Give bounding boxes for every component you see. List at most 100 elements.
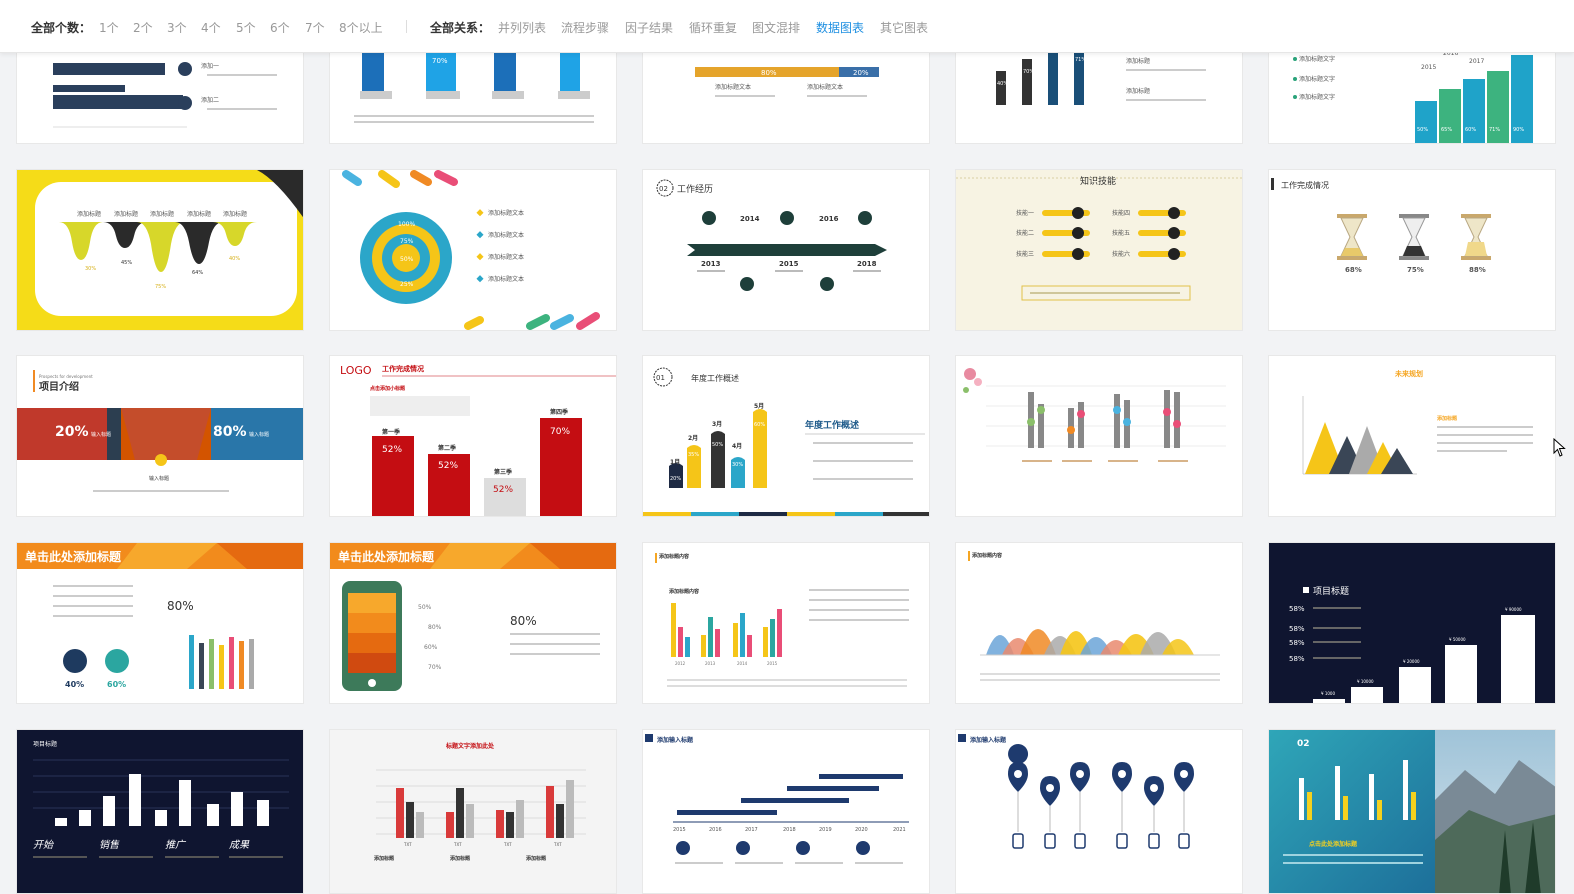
- template-card-flower-bars[interactable]: [955, 355, 1243, 517]
- c22-item-2: 添加标题文本: [488, 231, 524, 239]
- c24-l3: 技能三: [1016, 250, 1034, 258]
- template-card-yellow-waves[interactable]: 添加标题 添加标题 添加标题 添加标题 添加标题 30% 45% 75% 64%…: [16, 169, 304, 331]
- c22-item-3: 添加标题文本: [488, 253, 524, 261]
- c55-num: 02: [1297, 739, 1310, 749]
- template-card-navy-bars[interactable]: 40% 70% 71% 添加标题 添加标题: [955, 40, 1243, 144]
- template-card-colorful-bars[interactable]: 添加标题内容 添加标题内容 2012 2013 2014 2015: [642, 542, 930, 704]
- c32-title: 工作完成情况: [382, 364, 424, 373]
- c42-row-3: 60%: [424, 644, 438, 651]
- c23-bot-3: 2018: [857, 260, 877, 268]
- c13-item-2: 添加标题文本: [807, 83, 843, 91]
- c43-y2: 2013: [705, 661, 716, 666]
- c11-item-1: 添加一: [201, 62, 219, 70]
- c32-v4: 70%: [550, 427, 570, 437]
- c32-logo: LOGO: [340, 364, 372, 377]
- template-card-concentric[interactable]: 100% 75% 50% 25% 添加标题文本 添加标题文本 添加标题文本 添加…: [329, 169, 617, 331]
- filter-divider: [406, 20, 407, 33]
- c22-ring-1: 100%: [398, 221, 415, 228]
- template-card-pins[interactable]: 添加输入标题: [955, 729, 1243, 894]
- c33-num: 01: [656, 374, 665, 382]
- c15-v2: 65%: [1441, 127, 1452, 133]
- c23-bot-2: 2015: [779, 260, 799, 268]
- template-card-red-grey-bars[interactable]: 标题文字添加此处 TXT TXT TXT TXT 添加标题 添加标题 添加标题: [329, 729, 617, 894]
- relation-option-mixed[interactable]: 图文混排: [752, 21, 801, 35]
- c45-r3: 58%: [1289, 639, 1305, 647]
- c15-v1: 50%: [1417, 127, 1428, 133]
- c42-row-1: 50%: [418, 604, 432, 611]
- c23-bot-1: 2013: [701, 260, 721, 268]
- c31-right-tag: 输入标题: [249, 431, 269, 438]
- c45-title: 项目标题: [1313, 585, 1349, 597]
- c53-y2: 2016: [709, 827, 722, 833]
- c51-cat-2: 销售: [99, 839, 120, 851]
- c15-v4: 71%: [1489, 127, 1500, 133]
- c45-b1: ¥ 1000: [1321, 691, 1335, 696]
- c33-v2: 35%: [688, 452, 699, 458]
- c45-b3: ¥ 20000: [1403, 659, 1420, 664]
- count-option-7[interactable]: 7个: [305, 21, 325, 35]
- template-card-project-intro[interactable]: Prospects for development 项目介绍 20% 输入标题 …: [16, 355, 304, 517]
- template-card-timeline[interactable]: 02 工作经历 2014 2016 2013 2015 2018: [642, 169, 930, 331]
- c31-title: 项目介绍: [39, 380, 79, 393]
- c51-cat-4: 成果: [229, 839, 250, 851]
- c53-y1: 2015: [673, 827, 686, 833]
- c43-y1: 2012: [675, 661, 686, 666]
- c42-row-4: 70%: [428, 664, 442, 671]
- c31-center: 输入标题: [149, 475, 169, 482]
- c14-bar-2: 70%: [1023, 69, 1034, 75]
- count-option-3[interactable]: 3个: [167, 21, 187, 35]
- template-card-dark-categories[interactable]: 项目标题 开始 销售 推广 成果: [16, 729, 304, 894]
- c45-r2: 58%: [1289, 625, 1305, 633]
- template-card-gantt[interactable]: 添加输入标题 2015 2016 2017 2018 2019 2020 202…: [642, 729, 930, 894]
- template-card-annual-work[interactable]: 01 年度工作概述 1月 2月 3月 4月 5月 20% 35% 50% 30%…: [642, 355, 930, 517]
- c45-r1: 58%: [1289, 605, 1305, 613]
- c25-v3: 88%: [1469, 266, 1486, 274]
- count-option-6[interactable]: 6个: [270, 21, 290, 35]
- c51-cat-1: 开始: [33, 839, 54, 851]
- c45-b2: ¥ 10000: [1357, 679, 1374, 684]
- relation-option-parallel[interactable]: 并列列表: [498, 21, 547, 35]
- c33-v3: 50%: [712, 442, 723, 448]
- count-option-8-plus[interactable]: 8个以上: [339, 21, 383, 35]
- count-option-5[interactable]: 5个: [236, 21, 256, 35]
- c54-title: 添加输入标题: [970, 736, 1007, 744]
- template-card-triangles[interactable]: 未来规划 添加标题: [1268, 355, 1556, 517]
- c32-q4: 第四季: [549, 408, 568, 416]
- c15-v5: 90%: [1513, 127, 1524, 133]
- template-card-hbar[interactable]: 添加一 添加二: [16, 40, 304, 144]
- template-card-hourglass[interactable]: 工作完成情况 68% 75% 88%: [1268, 169, 1556, 331]
- c35-title: 未来规划: [1395, 369, 1423, 378]
- template-card-truck-bars[interactable]: 70%: [329, 40, 617, 144]
- template-card-progress-split[interactable]: 80% 20% 添加标题文本 添加标题文本: [642, 40, 930, 144]
- count-option-1[interactable]: 1个: [99, 21, 119, 35]
- c43-y3: 2014: [737, 661, 748, 666]
- relation-option-cycle[interactable]: 循环重复: [689, 21, 738, 35]
- c14-item-1: 添加标题: [1126, 57, 1150, 65]
- template-card-orange-header-phone[interactable]: 单击此处添加标题 50% 80% 60% 70% 80%: [329, 542, 617, 704]
- c52-s1: 添加标题: [374, 855, 395, 862]
- c14-bar-3: 71%: [1075, 57, 1086, 63]
- c45-r4: 58%: [1289, 655, 1305, 663]
- c33-v4: 30%: [732, 462, 743, 468]
- template-card-dark-bars[interactable]: 项目标题 58% 58% 58% 58% ¥ 1000 ¥ 10000 ¥ 20…: [1268, 542, 1556, 704]
- c31-left-val: 20%: [55, 424, 89, 440]
- c22-ring-4: 25%: [400, 281, 414, 288]
- relation-option-cause[interactable]: 因子结果: [625, 21, 674, 35]
- template-card-orange-header-a[interactable]: 单击此处添加标题 80% 40% 60%: [16, 542, 304, 704]
- c51-cat-3: 推广: [165, 839, 187, 851]
- template-card-red-bars[interactable]: LOGO 工作完成情况 点击添加小标题 第一季 第二季 第三季 第四季 52% …: [329, 355, 617, 517]
- c21-v1: 30%: [85, 266, 96, 272]
- template-card-photo-bars[interactable]: 02 点击此处添加标题: [1268, 729, 1556, 894]
- c24-l1: 技能一: [1016, 209, 1034, 217]
- count-option-4[interactable]: 4个: [201, 21, 221, 35]
- template-card-mountains[interactable]: 添加标题内容: [955, 542, 1243, 704]
- c32-v2: 52%: [438, 461, 458, 471]
- template-card-city-bars[interactable]: 添加标题文字 添加标题文字 添加标题文字 2015 2016 2017 50% …: [1268, 40, 1556, 144]
- c15-item-3: 添加标题文字: [1299, 93, 1335, 101]
- relation-option-other[interactable]: 其它图表: [880, 21, 929, 35]
- relation-option-data-chart[interactable]: 数据图表: [816, 21, 865, 35]
- relation-option-process[interactable]: 流程步骤: [561, 21, 610, 35]
- count-option-2[interactable]: 2个: [133, 21, 153, 35]
- template-card-skills[interactable]: 知识技能 技能一 技能二 技能三 技能四 技能五 技能六: [955, 169, 1243, 331]
- c45-b4: ¥ 50000: [1449, 637, 1466, 642]
